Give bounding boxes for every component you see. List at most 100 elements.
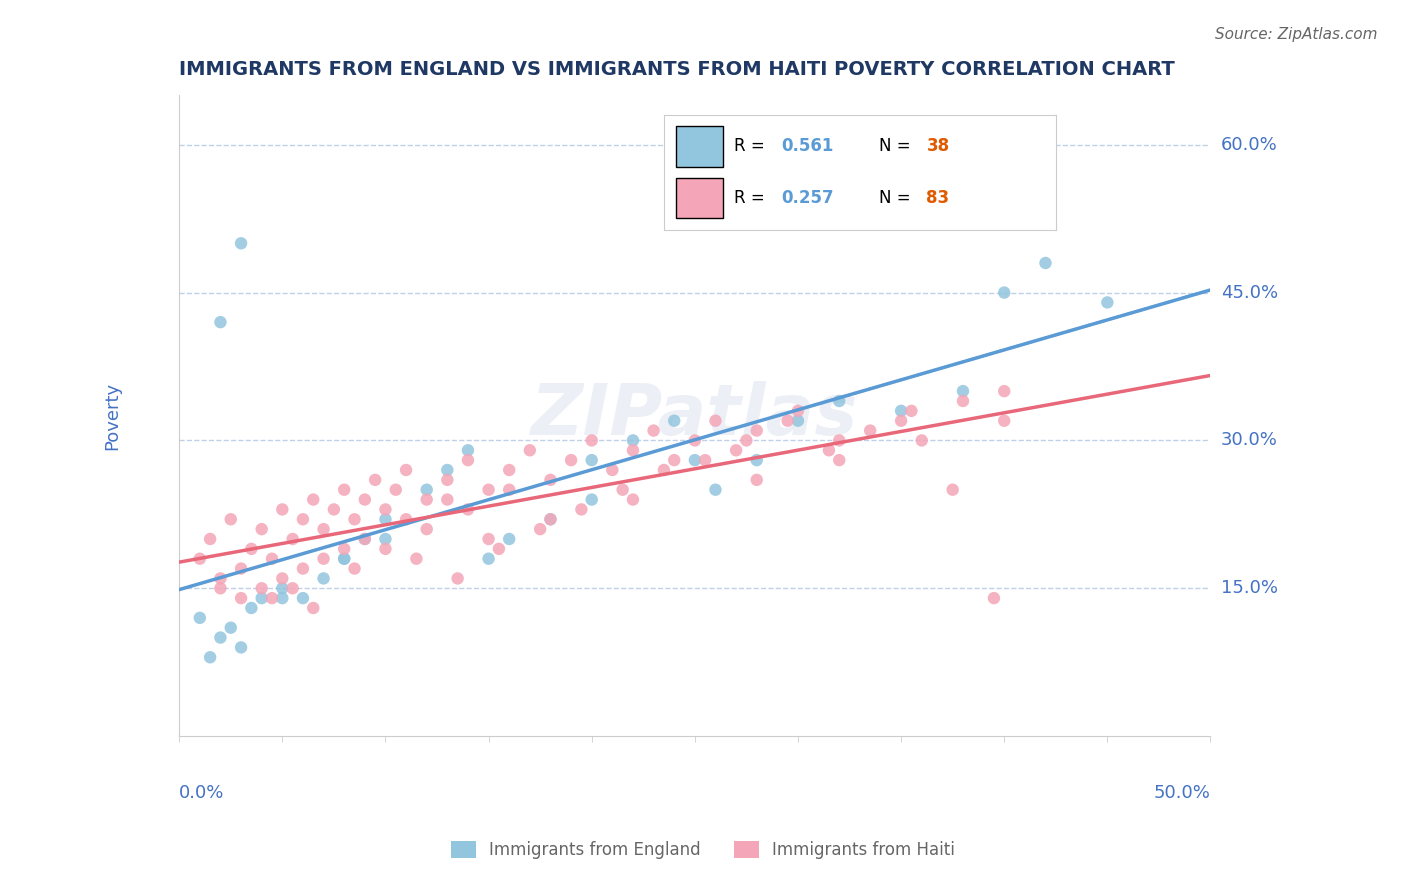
- Point: [291, 591, 314, 606]
- Point: [664, 453, 686, 467]
- Point: [695, 453, 717, 467]
- Point: [704, 414, 727, 428]
- Point: [942, 483, 965, 497]
- Point: [229, 640, 252, 655]
- Point: [900, 404, 922, 418]
- Point: [735, 434, 758, 448]
- Point: [353, 532, 375, 546]
- Point: [250, 522, 273, 536]
- Point: [704, 483, 727, 497]
- Point: [683, 453, 706, 467]
- Point: [621, 443, 644, 458]
- Text: 50.0%: 50.0%: [1154, 784, 1211, 802]
- Point: [776, 414, 799, 428]
- Point: [911, 434, 934, 448]
- Point: [312, 571, 335, 585]
- Point: [477, 532, 499, 546]
- Point: [291, 512, 314, 526]
- Text: IMMIGRANTS FROM ENGLAND VS IMMIGRANTS FROM HAITI POVERTY CORRELATION CHART: IMMIGRANTS FROM ENGLAND VS IMMIGRANTS FR…: [179, 60, 1175, 78]
- Legend: Immigrants from England, Immigrants from Haiti: Immigrants from England, Immigrants from…: [444, 834, 962, 866]
- Text: Poverty: Poverty: [103, 382, 121, 450]
- Point: [643, 424, 665, 438]
- Point: [890, 404, 912, 418]
- Point: [302, 492, 325, 507]
- Point: [229, 236, 252, 251]
- Point: [498, 483, 520, 497]
- Point: [488, 541, 510, 556]
- Point: [312, 522, 335, 536]
- Point: [395, 463, 418, 477]
- Point: [540, 473, 562, 487]
- Point: [271, 582, 294, 596]
- Point: [209, 315, 232, 329]
- Text: 30.0%: 30.0%: [1220, 432, 1278, 450]
- Point: [291, 561, 314, 575]
- Point: [353, 532, 375, 546]
- Point: [271, 591, 294, 606]
- Point: [1035, 256, 1057, 270]
- Point: [993, 285, 1015, 300]
- Point: [405, 551, 427, 566]
- Point: [828, 394, 851, 409]
- Point: [333, 541, 356, 556]
- Point: [436, 473, 458, 487]
- Point: [859, 424, 882, 438]
- Text: ZIPatlas: ZIPatlas: [531, 381, 859, 450]
- Point: [229, 561, 252, 575]
- Point: [322, 502, 344, 516]
- Point: [498, 463, 520, 477]
- Point: [457, 453, 479, 467]
- Point: [374, 502, 396, 516]
- Point: [229, 591, 252, 606]
- Point: [581, 453, 603, 467]
- Point: [384, 483, 406, 497]
- Point: [219, 621, 242, 635]
- Point: [436, 463, 458, 477]
- Point: [374, 541, 396, 556]
- Point: [395, 512, 418, 526]
- Point: [333, 551, 356, 566]
- Point: [745, 424, 768, 438]
- Point: [612, 483, 634, 497]
- Point: [621, 434, 644, 448]
- Point: [602, 463, 624, 477]
- Point: [664, 414, 686, 428]
- Point: [952, 394, 974, 409]
- Text: 0.0%: 0.0%: [179, 784, 225, 802]
- Point: [787, 414, 810, 428]
- Point: [446, 571, 468, 585]
- Point: [581, 434, 603, 448]
- Point: [828, 453, 851, 467]
- Point: [725, 443, 748, 458]
- Point: [477, 551, 499, 566]
- Point: [250, 591, 273, 606]
- Point: [540, 512, 562, 526]
- Point: [621, 492, 644, 507]
- Point: [281, 582, 304, 596]
- Point: [312, 551, 335, 566]
- Point: [498, 532, 520, 546]
- Point: [993, 414, 1015, 428]
- Point: [281, 532, 304, 546]
- Point: [683, 434, 706, 448]
- Text: 45.0%: 45.0%: [1220, 284, 1278, 301]
- Point: [540, 512, 562, 526]
- Point: [415, 522, 437, 536]
- Point: [219, 512, 242, 526]
- Point: [952, 384, 974, 398]
- Point: [828, 434, 851, 448]
- Point: [1097, 295, 1119, 310]
- Point: [457, 443, 479, 458]
- Point: [260, 551, 283, 566]
- Point: [209, 571, 232, 585]
- Point: [271, 571, 294, 585]
- Point: [652, 463, 675, 477]
- Point: [343, 512, 366, 526]
- Point: [477, 483, 499, 497]
- Point: [374, 512, 396, 526]
- Point: [343, 561, 366, 575]
- Point: [188, 611, 211, 625]
- Point: [787, 404, 810, 418]
- Point: [333, 483, 356, 497]
- Point: [188, 551, 211, 566]
